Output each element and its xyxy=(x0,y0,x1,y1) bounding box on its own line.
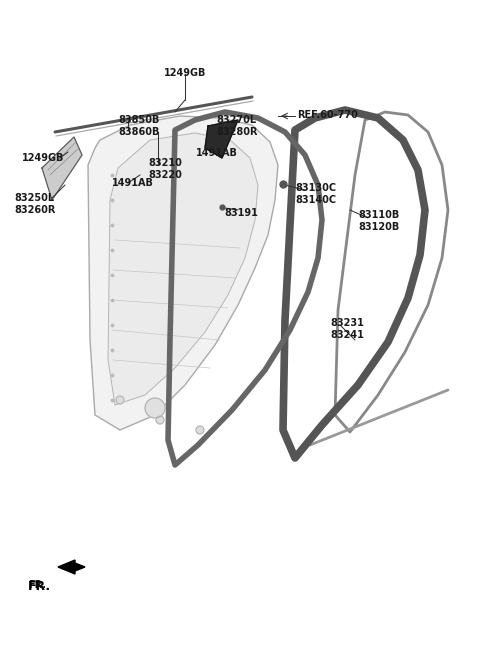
Text: 83850B
83860B: 83850B 83860B xyxy=(118,115,159,137)
Text: 1491AB: 1491AB xyxy=(196,148,238,158)
Circle shape xyxy=(145,398,165,418)
Polygon shape xyxy=(42,137,82,200)
Text: 83191: 83191 xyxy=(224,208,258,218)
Text: 83210
83220: 83210 83220 xyxy=(148,158,182,180)
Polygon shape xyxy=(88,116,278,430)
Text: 1249GB: 1249GB xyxy=(164,68,206,78)
Text: FR.: FR. xyxy=(28,580,46,590)
Text: 83110B
83120B: 83110B 83120B xyxy=(358,210,399,232)
Text: FR.: FR. xyxy=(28,580,51,593)
Circle shape xyxy=(196,426,204,434)
Circle shape xyxy=(116,396,124,404)
Polygon shape xyxy=(205,120,238,158)
Text: 1491AB: 1491AB xyxy=(112,178,154,188)
Text: REF.60-770: REF.60-770 xyxy=(297,110,358,120)
Text: 83270L
83280R: 83270L 83280R xyxy=(216,115,257,137)
Polygon shape xyxy=(108,133,258,405)
Text: 1249GB: 1249GB xyxy=(22,153,64,163)
Text: 83130C
83140C: 83130C 83140C xyxy=(295,183,336,205)
Polygon shape xyxy=(58,560,85,574)
Text: 83231
83241: 83231 83241 xyxy=(330,318,364,340)
Circle shape xyxy=(156,416,164,424)
Text: 83250L
83260R: 83250L 83260R xyxy=(14,193,55,215)
